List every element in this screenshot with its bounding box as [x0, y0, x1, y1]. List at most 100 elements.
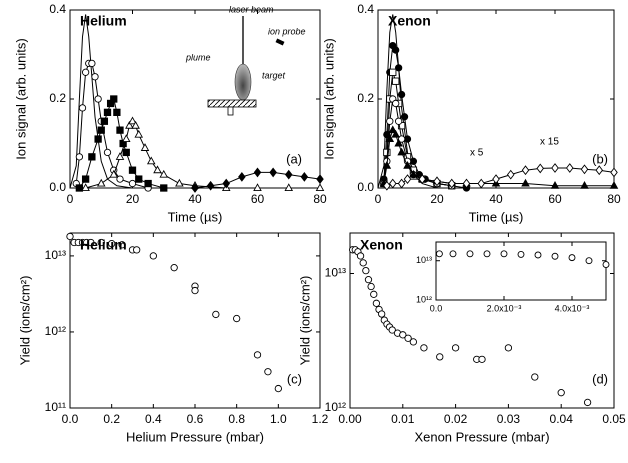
y-tick-label: 10¹²	[45, 324, 66, 338]
y-tick-label: 0.2	[49, 91, 66, 105]
marker	[222, 178, 231, 189]
y-tick-label: 10¹³	[325, 266, 346, 280]
marker	[403, 174, 412, 184]
marker	[602, 261, 610, 268]
marker	[315, 183, 325, 192]
marker	[531, 373, 539, 381]
marker	[118, 241, 126, 249]
marker	[159, 169, 169, 178]
series-line	[70, 14, 133, 188]
marker	[382, 160, 392, 169]
annotation: plume	[185, 52, 211, 62]
marker	[264, 368, 272, 376]
x-tick-label: 40	[188, 192, 202, 206]
marker	[146, 156, 156, 165]
marker	[116, 175, 124, 183]
marker	[109, 169, 119, 178]
marker	[397, 90, 406, 99]
x-tick-label: 0.03	[497, 412, 521, 426]
marker	[610, 167, 618, 178]
marker	[269, 167, 277, 178]
marker	[91, 73, 99, 81]
x-axis-title: Xenon Pressure (mbar)	[414, 429, 549, 444]
marker	[504, 344, 513, 352]
marker	[94, 95, 102, 103]
marker	[153, 165, 162, 174]
marker	[122, 148, 130, 157]
y-tick-label: 0.0	[357, 180, 374, 194]
x-tick-label: 1.0	[270, 412, 287, 426]
annotation: Xenon	[360, 237, 403, 253]
marker	[81, 183, 90, 192]
marker	[399, 331, 407, 339]
marker	[133, 246, 141, 254]
marker	[88, 153, 96, 161]
marker	[551, 163, 559, 173]
x-tick-label: 0.0	[430, 303, 443, 313]
marker	[121, 134, 131, 143]
marker	[478, 355, 486, 363]
marker	[131, 120, 140, 129]
marker	[397, 178, 406, 189]
x-tick-label: 0	[67, 192, 74, 206]
annotation: Helium	[80, 237, 127, 253]
y-tick-label: 10¹²	[416, 294, 432, 304]
marker	[409, 338, 418, 346]
marker	[144, 179, 152, 188]
marker	[75, 153, 84, 161]
marker	[108, 239, 116, 248]
marker	[364, 275, 373, 284]
annotation: (a)	[286, 151, 302, 166]
marker	[418, 174, 427, 184]
marker	[492, 174, 500, 184]
x-tick-label: 20	[126, 192, 140, 206]
ion-probe	[275, 38, 285, 46]
marker	[517, 250, 525, 258]
marker	[300, 171, 309, 182]
target	[207, 99, 257, 108]
target-holder	[227, 106, 234, 116]
marker	[388, 326, 396, 334]
marker	[462, 178, 471, 189]
marker	[96, 178, 106, 187]
annotation: (b)	[592, 151, 608, 166]
panel: 0.0 2.0x10⁻³ 4.0x10⁻³ 10¹² 10¹³	[416, 241, 610, 313]
marker	[359, 259, 367, 267]
marker	[160, 184, 168, 192]
x-tick-label: 0.6	[187, 412, 204, 426]
x-tick-label: 80	[313, 192, 327, 206]
y-tick-label: 0.2	[357, 91, 374, 105]
x-axis-title: Time (µs)	[469, 209, 524, 224]
marker	[383, 180, 391, 191]
marker	[284, 183, 294, 192]
y-tick-label: 10¹³	[45, 248, 66, 262]
marker	[403, 160, 412, 169]
x-tick-label: 1.2	[312, 412, 329, 426]
marker	[557, 389, 565, 397]
marker	[585, 257, 593, 265]
marker	[583, 398, 592, 407]
marker	[128, 166, 137, 174]
marker	[274, 384, 282, 393]
x-tick-label: 60	[251, 192, 265, 206]
marker	[392, 99, 400, 108]
marker	[115, 152, 125, 160]
plot-frame	[377, 9, 615, 189]
marker	[388, 125, 398, 134]
plot-frame	[69, 232, 321, 409]
y-tick-label: 0.4	[49, 2, 66, 16]
marker	[534, 251, 542, 259]
marker	[565, 163, 574, 173]
x-tick-label: 0.2	[103, 412, 120, 426]
panel: 0.00 0.01 0.02 0.03 0.04 0.05 10¹² 10¹³ Xenon Pr…	[297, 232, 626, 444]
x-tick-label: 80	[607, 192, 621, 206]
marker	[580, 181, 589, 189]
marker	[87, 238, 95, 247]
marker	[253, 167, 262, 178]
marker	[113, 108, 121, 117]
marker	[392, 77, 400, 85]
marker	[116, 126, 124, 134]
x-tick-label: 0.04	[550, 412, 574, 426]
marker	[500, 250, 508, 258]
x-tick-label: 4.0x10⁻³	[555, 303, 590, 313]
